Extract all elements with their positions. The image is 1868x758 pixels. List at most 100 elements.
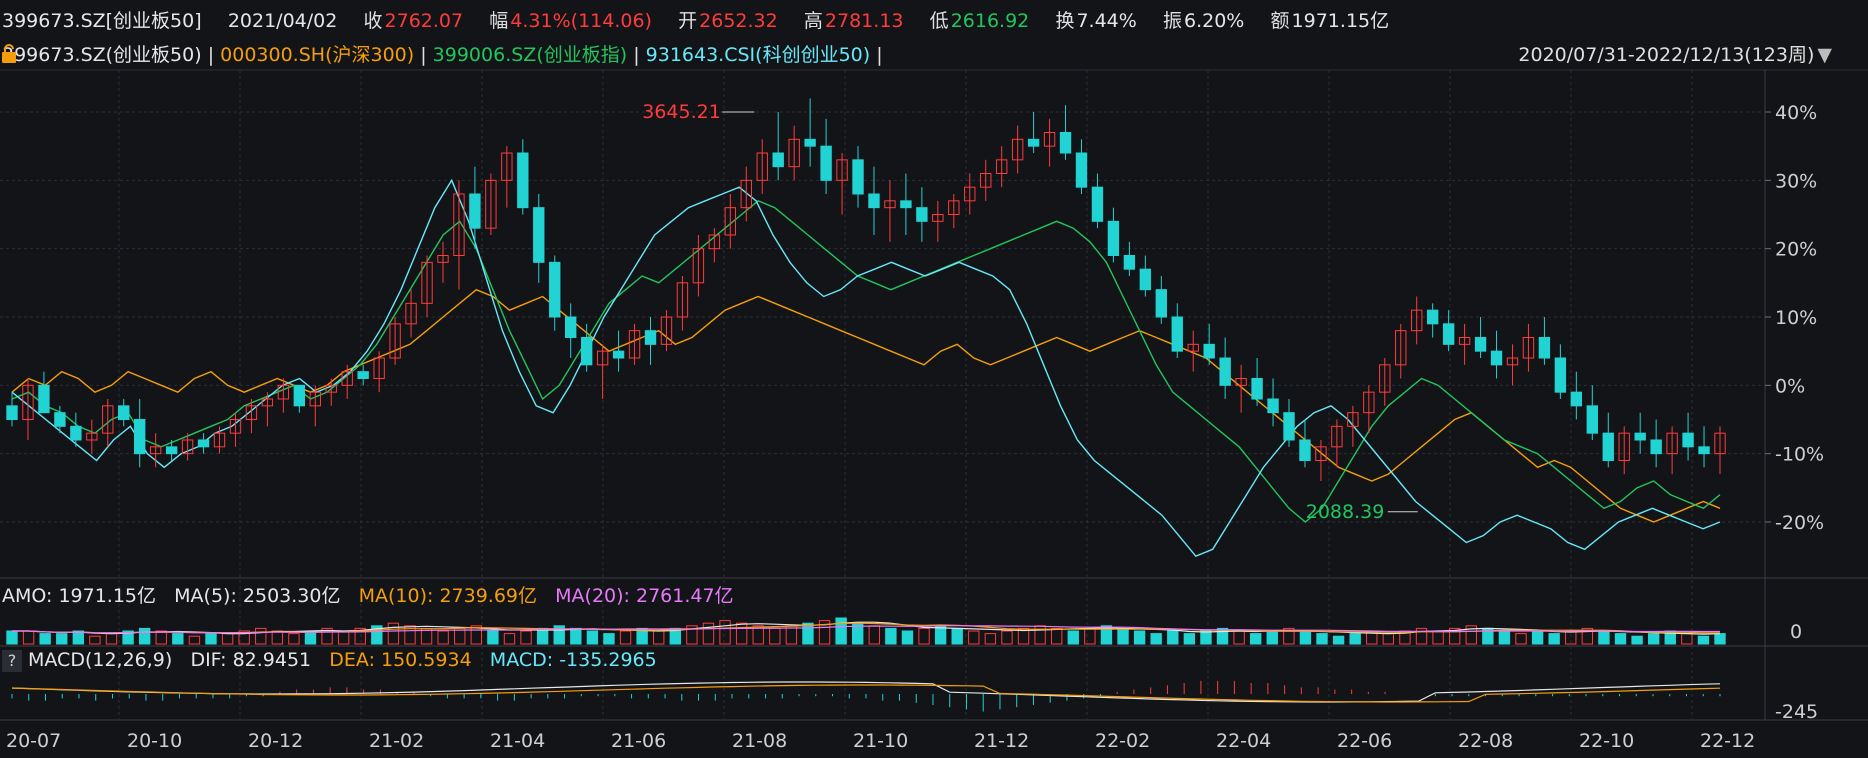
- candle-body: [1331, 425, 1343, 448]
- low-value: 2616.92: [950, 10, 1030, 32]
- help-icon[interactable]: ?: [2, 650, 22, 672]
- candle-body: [229, 419, 242, 434]
- candle-body: [245, 405, 258, 421]
- open-label: 开: [678, 10, 698, 32]
- macd-legend: ? MACD(12,26,9) DIF: 82.9451 DEA: 150.593…: [2, 649, 657, 672]
- candle-body: [836, 159, 848, 181]
- candle-body: [165, 446, 178, 455]
- legend-item-399673[interactable]: 399673.SZ(创业板50): [2, 44, 202, 66]
- volume-bar: [818, 620, 831, 645]
- date-range-selector[interactable]: 2020/07/31-2022/12/13(123周) ▼: [1518, 40, 1832, 67]
- amo-ma10: MA(10): 2739.69亿: [358, 585, 538, 607]
- candle-body: [932, 214, 944, 222]
- x-tick-label: 21-04: [490, 730, 545, 752]
- candle-body: [1299, 439, 1311, 461]
- chevron-down-icon[interactable]: ▼: [1817, 44, 1832, 66]
- candle-body: [900, 200, 912, 209]
- candle-body: [1187, 343, 1199, 352]
- candle-body: [1554, 357, 1567, 393]
- low-label: 低: [929, 10, 949, 32]
- macd-label: MACD(12,26,9): [28, 649, 173, 671]
- candle-body: [740, 179, 752, 209]
- volume-bar: [1332, 635, 1345, 645]
- volume-bar: [1017, 627, 1030, 645]
- volume-bar: [354, 627, 366, 645]
- x-tick-label: 22-02: [1095, 730, 1150, 752]
- candle-body: [1283, 412, 1295, 441]
- quote-bar: 399673.SZ[创业板50] 2021/04/02 收 2762.07 幅 4.…: [2, 6, 1391, 36]
- candle-body: [628, 330, 641, 359]
- candle-body: [86, 432, 98, 441]
- candle-body: [1059, 132, 1072, 154]
- candle-body: [325, 384, 337, 393]
- legend-item-931643[interactable]: 931643.CSI(科创创业50): [645, 44, 871, 66]
- candle-body: [1235, 378, 1247, 386]
- volume-bar: [1548, 633, 1560, 645]
- volume-bar: [719, 620, 731, 645]
- legend-separator: |: [633, 44, 640, 66]
- amo-ma20: MA(20): 2761.47亿: [555, 585, 734, 607]
- candle-body: [421, 261, 433, 304]
- candle-body: [1682, 432, 1694, 448]
- volume-bar: [1200, 630, 1212, 645]
- volume-bar: [802, 622, 814, 645]
- candle-body: [213, 432, 226, 448]
- volume-bar: [288, 633, 300, 645]
- y-tick-label: -10%: [1775, 444, 1824, 466]
- candle-body: [517, 152, 529, 209]
- candle-body: [868, 193, 880, 209]
- x-tick-label: 20-12: [248, 730, 303, 752]
- amo-ma-line: [12, 625, 1720, 634]
- volume-bar: [1631, 635, 1643, 645]
- candle-body: [644, 330, 657, 345]
- volume-bar: [1531, 630, 1544, 645]
- volume-bar: [1283, 627, 1295, 645]
- volume-bar: [255, 627, 267, 645]
- amo-ma5: MA(5): 2503.30亿: [174, 585, 341, 607]
- candle-body: [1538, 337, 1551, 359]
- volume-bar: [22, 630, 35, 645]
- candle-body: [102, 405, 114, 434]
- volume-bar: [984, 633, 997, 645]
- date-range-text: 2020/07/31-2022/12/13(123周): [1518, 44, 1815, 66]
- volume-bar: [470, 625, 482, 645]
- candle-body: [676, 282, 689, 318]
- candle-body: [596, 350, 609, 366]
- volume-bar: [1515, 633, 1527, 645]
- close-label: 收: [363, 10, 383, 32]
- volume-bar: [1349, 633, 1361, 645]
- candle-body: [1506, 357, 1519, 366]
- candle-body: [1011, 138, 1024, 161]
- candle-body: [549, 261, 561, 318]
- series-line: [11, 178, 1721, 558]
- series-legend: 399673.SZ(创业板50) | 000300.SH(沪深300) | 39…: [2, 40, 883, 70]
- candle-body: [1075, 152, 1088, 188]
- volume-bar: [205, 633, 217, 645]
- candle-body: [1139, 268, 1152, 291]
- volume-bar: [520, 630, 532, 645]
- quote-symbol: 399673.SZ[创业板50]: [2, 10, 202, 32]
- y-tick-label: 10%: [1775, 307, 1817, 329]
- volume-bar: [1034, 625, 1046, 645]
- volume-bar: [1415, 627, 1428, 645]
- x-tick-label: 21-06: [611, 730, 666, 752]
- candle-body: [118, 405, 130, 421]
- candle-body: [1107, 220, 1120, 256]
- legend-item-000300[interactable]: 000300.SH(沪深300): [220, 44, 415, 66]
- legend-separator: |: [207, 44, 215, 66]
- volume-bar: [1382, 633, 1395, 645]
- legend-item-399006[interactable]: 399006.SZ(创业板指): [432, 44, 628, 66]
- high-label: 高: [803, 10, 823, 32]
- legend-separator: |: [420, 44, 427, 66]
- macd-dif: DIF: 82.9451: [190, 649, 312, 671]
- volume-bar: [503, 633, 516, 645]
- lock-icon[interactable]: [0, 44, 18, 64]
- y-tick-label: -20%: [1775, 512, 1824, 534]
- candle-body: [612, 350, 625, 359]
- candle-body: [1458, 337, 1471, 345]
- candle-body: [708, 234, 721, 250]
- volume-bar: [1233, 630, 1245, 645]
- candle-body: [1570, 391, 1583, 407]
- volume-bar: [371, 625, 383, 645]
